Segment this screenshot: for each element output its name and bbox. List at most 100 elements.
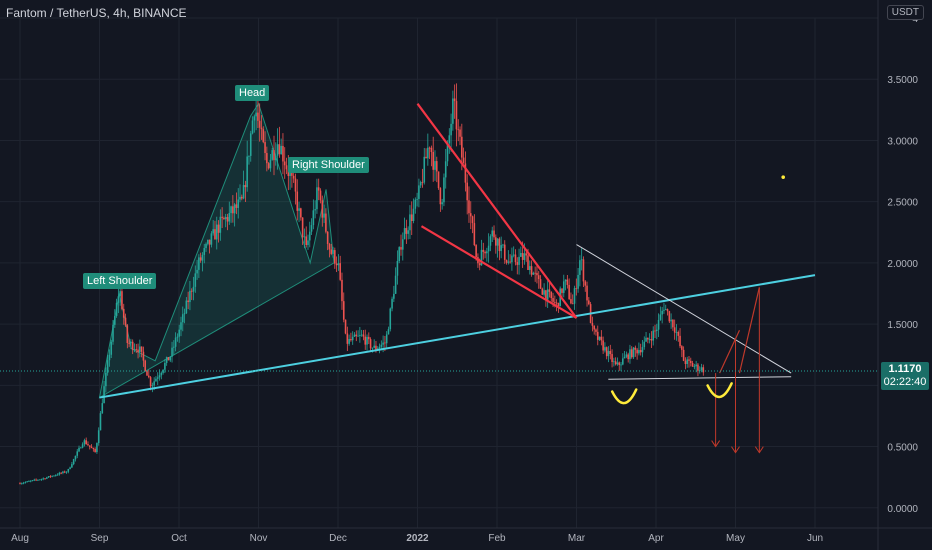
last-price-value: 1.1170	[888, 363, 922, 375]
candle-body	[235, 204, 238, 208]
triangle-lower-line	[608, 376, 792, 380]
candle-body	[167, 357, 170, 361]
candle-body	[223, 217, 225, 220]
candle-body	[673, 327, 676, 333]
candle-body	[380, 344, 383, 347]
candle-body	[212, 229, 214, 234]
candle-body	[611, 354, 613, 363]
x-tick-label: Aug	[11, 533, 29, 544]
candle-body	[271, 150, 274, 160]
candle-body	[647, 337, 649, 340]
candle-body	[233, 204, 236, 214]
candle-body	[205, 243, 207, 249]
candle-body	[178, 329, 180, 337]
candle-body	[702, 367, 705, 373]
candle-body	[35, 479, 37, 481]
candle-body	[691, 362, 694, 367]
candle-body	[99, 413, 102, 431]
candle-body	[487, 245, 490, 252]
candle-body	[54, 475, 57, 476]
candle-body	[409, 214, 411, 231]
candle-body	[72, 459, 75, 465]
candle-body	[423, 156, 426, 183]
candle-body	[548, 289, 551, 292]
candle-body	[607, 351, 610, 357]
candle-body	[155, 378, 157, 382]
candle-body	[181, 314, 184, 323]
pattern-label: Head	[235, 85, 270, 101]
candle-body	[530, 266, 533, 275]
candle-body	[416, 198, 418, 200]
candle-body	[317, 187, 320, 191]
candle-body	[650, 339, 653, 341]
chart-title: Fantom / TetherUS, 4h, BINANCE	[6, 6, 187, 20]
candle-body	[584, 281, 587, 286]
candle-body	[677, 332, 680, 336]
candle-body	[162, 369, 164, 373]
candle-body	[593, 325, 595, 330]
marker-dot	[781, 175, 785, 179]
candle-body	[697, 364, 699, 371]
candle-body	[74, 455, 77, 460]
x-tick-label: Jun	[807, 533, 823, 544]
candle-body	[520, 253, 522, 257]
candle-body	[639, 350, 642, 353]
candle-body	[630, 349, 633, 358]
candle-body	[368, 336, 370, 340]
y-tick-label: 3.0000	[887, 136, 918, 147]
candle-body	[666, 309, 669, 312]
candle-body	[239, 196, 241, 200]
candle-body	[428, 147, 431, 149]
candle-body	[700, 367, 703, 371]
candle-body	[518, 256, 520, 265]
candle-body	[169, 356, 172, 361]
candle-body	[557, 302, 560, 307]
candle-body	[511, 255, 513, 263]
candle-body	[140, 346, 143, 352]
last-price-badge: 1.1170 02:22:40	[881, 362, 929, 390]
candle-body	[40, 478, 43, 480]
candle-body	[207, 239, 209, 244]
candle-body	[335, 263, 338, 266]
candle-body	[301, 217, 304, 238]
candle-body	[92, 448, 95, 450]
candle-body	[201, 254, 204, 261]
candle-body	[314, 209, 316, 211]
candle-body	[385, 334, 388, 344]
candle-body	[620, 364, 622, 366]
candle-body	[507, 261, 510, 263]
x-tick-label: Nov	[250, 533, 268, 544]
candle-body	[410, 214, 413, 222]
candle-body	[56, 474, 59, 476]
candle-body	[654, 330, 656, 332]
candle-body	[65, 471, 68, 473]
candle-body	[228, 213, 231, 222]
currency-selector[interactable]: USDT	[886, 5, 924, 20]
candle-body	[321, 200, 324, 218]
candle-body	[308, 231, 311, 241]
candle-body	[655, 329, 658, 331]
candle-body	[534, 272, 536, 274]
candle-body	[346, 333, 349, 344]
candle-body	[269, 159, 272, 169]
candle-body	[577, 274, 579, 289]
candle-body	[682, 349, 685, 361]
candle-body	[512, 254, 515, 256]
candle-body	[303, 236, 306, 238]
candle-body	[695, 364, 697, 367]
candle-body	[648, 339, 651, 340]
candle-body	[71, 464, 73, 468]
candle-body	[37, 479, 39, 481]
y-tick-label: 1.5000	[887, 320, 918, 331]
candle-body	[364, 336, 367, 345]
candle-body	[661, 310, 663, 315]
x-tick-label: Sep	[91, 533, 109, 544]
candle-body	[215, 224, 218, 240]
candle-body	[153, 381, 155, 386]
candle-body	[475, 245, 477, 258]
candle-body	[600, 336, 603, 341]
candle-body	[283, 161, 286, 166]
candle-body	[350, 339, 352, 341]
candle-body	[355, 334, 358, 337]
candle-body	[131, 341, 134, 350]
